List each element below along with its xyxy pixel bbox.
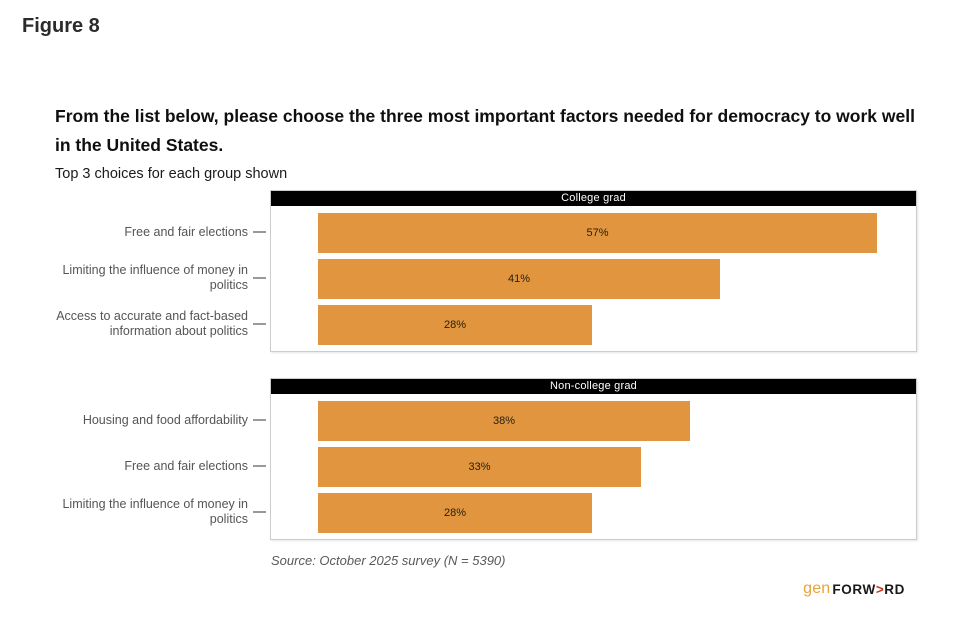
bar-row: 41% — [318, 259, 916, 299]
category-label-row: Free and fair elections — [0, 446, 268, 486]
axis-tick — [253, 231, 266, 233]
chart-subtitle: Top 3 choices for each group shown — [55, 166, 288, 182]
chart-panel: Non-college grad 38% 33% 28% — [270, 378, 917, 540]
bar: 57% — [318, 213, 877, 253]
logo-forw-text: FORW — [832, 581, 876, 597]
logo-arrow-glyph: > — [875, 581, 885, 597]
category-label-row: Free and fair elections — [0, 212, 268, 252]
chart-college-grad: Free and fair elections Limiting the infl… — [0, 190, 917, 352]
panel-group-header: Non-college grad — [271, 379, 916, 394]
bar-row: 28% — [318, 493, 916, 533]
bar-value-label: 57% — [586, 227, 609, 239]
plot-area: 38% 33% 28% — [271, 394, 916, 539]
category-label: Housing and food affordability — [82, 412, 248, 427]
axis-tick — [253, 323, 266, 325]
category-labels-column: Free and fair elections Limiting the infl… — [0, 212, 268, 350]
chart-panel: College grad 57% 41% 28% — [270, 190, 917, 352]
category-label-row: Housing and food affordability — [0, 400, 268, 440]
bar: 33% — [318, 447, 641, 487]
category-label: Limiting the influence of money in polit… — [62, 263, 248, 292]
chart-title: From the list below, please choose the t… — [55, 106, 915, 155]
bar: 28% — [318, 305, 592, 345]
plot-area: 57% 41% 28% — [271, 206, 916, 351]
axis-tick — [253, 511, 266, 513]
logo-rd-text: RD — [884, 581, 905, 597]
category-label-row: Limiting the influence of money in polit… — [0, 258, 268, 298]
bar-value-label: 33% — [468, 461, 491, 473]
chart-non-college-grad: Housing and food affordability Free and f… — [0, 378, 917, 540]
axis-tick — [253, 465, 266, 467]
bar-value-label: 41% — [507, 273, 531, 285]
category-label-row: Access to accurate and fact-based inform… — [0, 304, 268, 344]
logo-gen-text: gen — [803, 580, 831, 597]
category-label: Access to accurate and fact-based inform… — [56, 309, 248, 338]
category-label: Free and fair elections — [124, 224, 248, 239]
axis-tick — [253, 419, 266, 421]
category-label: Limiting the influence of money in polit… — [62, 497, 248, 526]
bar-value-label: 28% — [443, 319, 467, 331]
bar-row: 33% — [318, 447, 916, 487]
bar-row: 28% — [318, 305, 916, 345]
source-note: Source: October 2025 survey (N = 5390) — [271, 553, 506, 568]
axis-tick — [253, 277, 266, 279]
category-label-row: Limiting the influence of money in polit… — [0, 492, 268, 532]
bar-row: 57% — [318, 213, 916, 253]
category-label: Free and fair elections — [124, 458, 248, 473]
panel-group-header: College grad — [271, 191, 916, 206]
bar-value-label: 28% — [443, 507, 467, 519]
bar-row: 38% — [318, 401, 916, 441]
bar-value-label: 38% — [492, 415, 516, 427]
bar: 41% — [318, 259, 720, 299]
figure-label: Figure 8 — [22, 15, 100, 37]
category-labels-column: Housing and food affordability Free and f… — [0, 400, 268, 538]
bar: 28% — [318, 493, 592, 533]
brand-logo: gen FORW > RD — [803, 580, 905, 598]
bar: 38% — [318, 401, 690, 441]
